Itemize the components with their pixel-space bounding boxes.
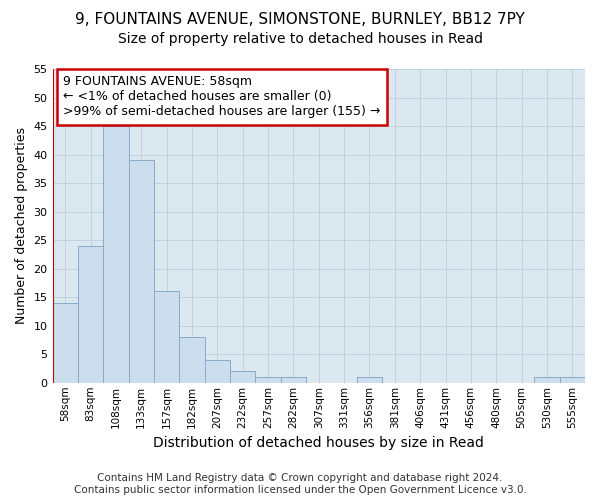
Bar — [256, 377, 281, 383]
Bar — [179, 337, 205, 383]
Text: 9 FOUNTAINS AVENUE: 58sqm
← <1% of detached houses are smaller (0)
>99% of semi-: 9 FOUNTAINS AVENUE: 58sqm ← <1% of detac… — [63, 76, 380, 118]
Bar — [103, 126, 128, 383]
Text: 9, FOUNTAINS AVENUE, SIMONSTONE, BURNLEY, BB12 7PY: 9, FOUNTAINS AVENUE, SIMONSTONE, BURNLEY… — [75, 12, 525, 28]
Bar — [534, 377, 560, 383]
Text: Size of property relative to detached houses in Read: Size of property relative to detached ho… — [118, 32, 482, 46]
Bar — [560, 377, 585, 383]
Bar — [78, 246, 103, 383]
Text: Contains HM Land Registry data © Crown copyright and database right 2024.
Contai: Contains HM Land Registry data © Crown c… — [74, 474, 526, 495]
X-axis label: Distribution of detached houses by size in Read: Distribution of detached houses by size … — [154, 436, 484, 450]
Bar — [281, 377, 306, 383]
Bar — [53, 303, 78, 383]
Bar — [205, 360, 230, 383]
Bar — [230, 372, 256, 383]
Bar — [357, 377, 382, 383]
Y-axis label: Number of detached properties: Number of detached properties — [15, 128, 28, 324]
Bar — [154, 292, 179, 383]
Bar — [128, 160, 154, 383]
